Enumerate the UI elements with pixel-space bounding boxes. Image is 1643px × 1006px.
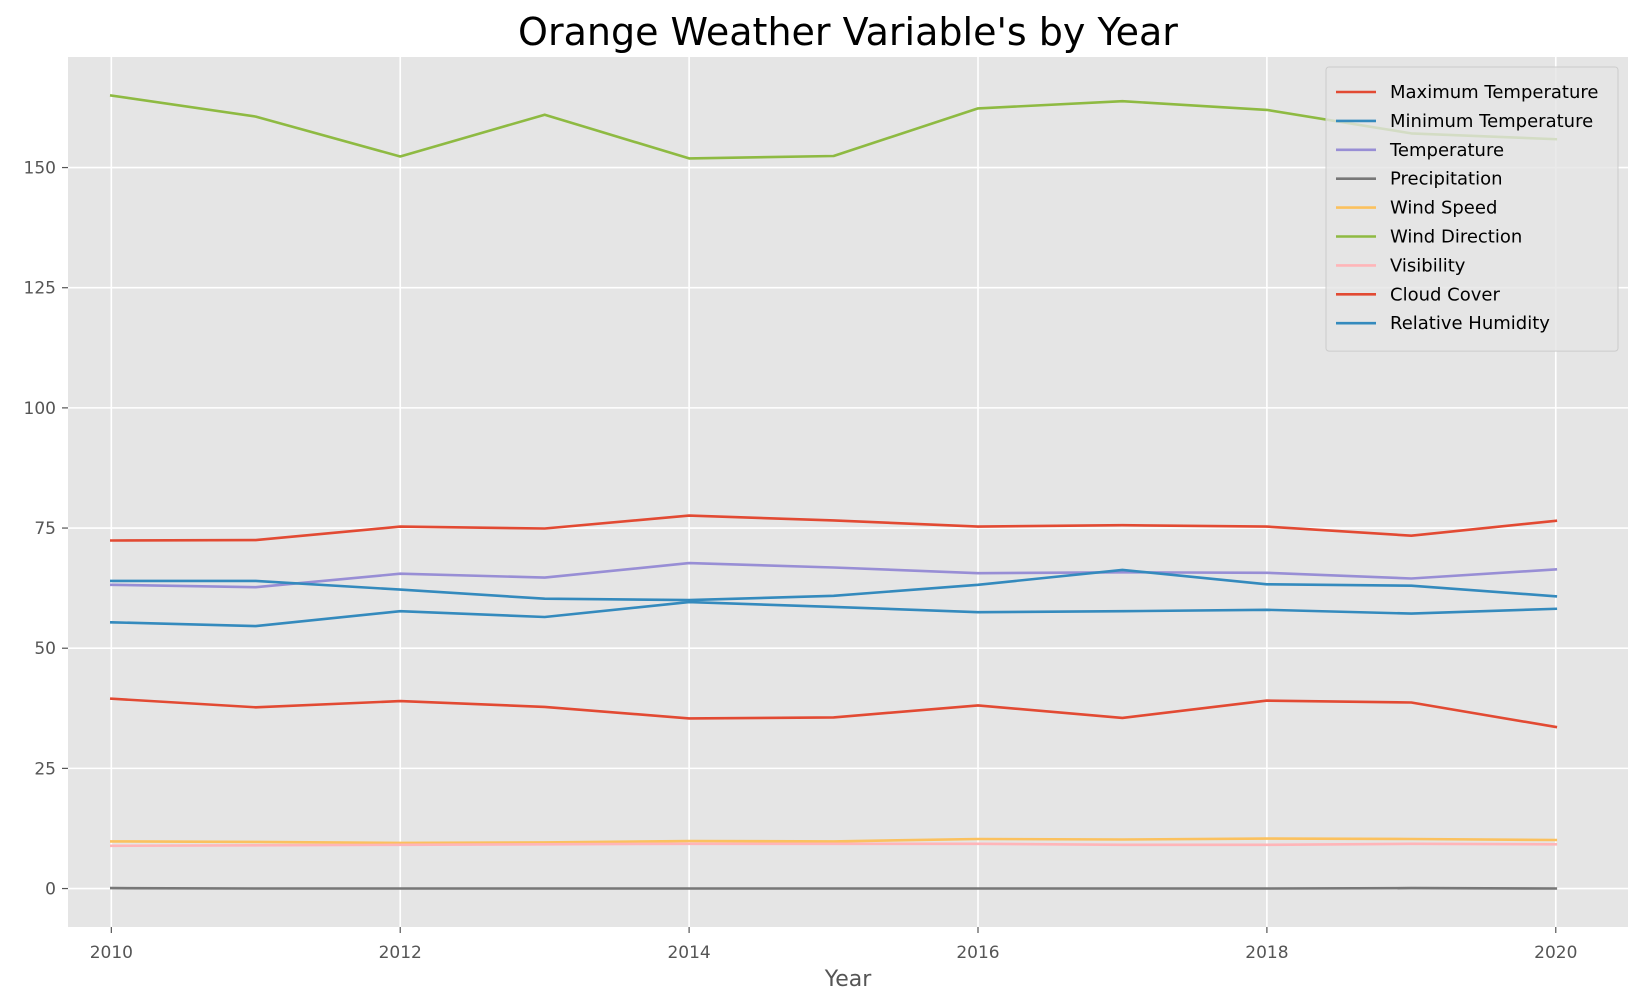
- x-tick-label: 2020: [1534, 943, 1577, 963]
- x-tick-label: 2012: [379, 943, 422, 963]
- series-line-wind-direction: [109, 94, 1558, 160]
- series-line-visibility: [109, 842, 1558, 848]
- legend-label-precipitation: Precipitation: [1390, 169, 1503, 190]
- y-tick-label: 125: [24, 279, 56, 299]
- legend-label-visibility: Visibility: [1390, 255, 1466, 276]
- y-axis-ticks: 0 25 50 75 100 125 150: [24, 159, 68, 900]
- legend-label-minimum-temperature: Minimum Temperature: [1390, 111, 1593, 132]
- legend-box: [1325, 66, 1619, 352]
- x-tick-label: 2018: [1245, 943, 1288, 963]
- x-tick-label: 2010: [90, 943, 133, 963]
- legend: Maximum Temperature Minimum Temperature Te…: [1325, 66, 1619, 352]
- legend-label-cloud-cover: Cloud Cover: [1390, 284, 1500, 305]
- legend-label-temperature: Temperature: [1389, 140, 1504, 161]
- x-axis-label: Year: [824, 967, 873, 992]
- series-line-wind-speed: [109, 837, 1558, 845]
- series-line-cloud-cover: [109, 697, 1558, 729]
- series-line-relative-humidity: [110, 568, 1558, 602]
- y-tick-label: 75: [34, 519, 56, 539]
- legend-label-maximum-temperature: Maximum Temperature: [1390, 82, 1598, 103]
- y-tick-label: 25: [34, 759, 56, 779]
- x-tick-label: 2016: [956, 943, 999, 963]
- chart-title: Orange Weather Variable's by Year: [518, 10, 1178, 54]
- legend-label-relative-humidity: Relative Humidity: [1390, 313, 1550, 334]
- series-line-temperature: [109, 561, 1558, 589]
- y-tick-label: 150: [24, 159, 56, 179]
- y-tick-label: 50: [34, 639, 56, 659]
- legend-label-wind-speed: Wind Speed: [1390, 198, 1497, 219]
- x-axis-ticks: 2010 2012 2014 2016 2018 2020: [90, 927, 1577, 963]
- x-tick-label: 2014: [667, 943, 710, 963]
- series-line-minimum-temperature: [109, 600, 1558, 628]
- y-tick-label: 0: [45, 880, 56, 900]
- series-lines: [109, 94, 1558, 890]
- series-line-maximum-temperature: [109, 514, 1558, 542]
- y-tick-label: 100: [24, 399, 56, 419]
- legend-label-wind-direction: Wind Direction: [1390, 227, 1522, 248]
